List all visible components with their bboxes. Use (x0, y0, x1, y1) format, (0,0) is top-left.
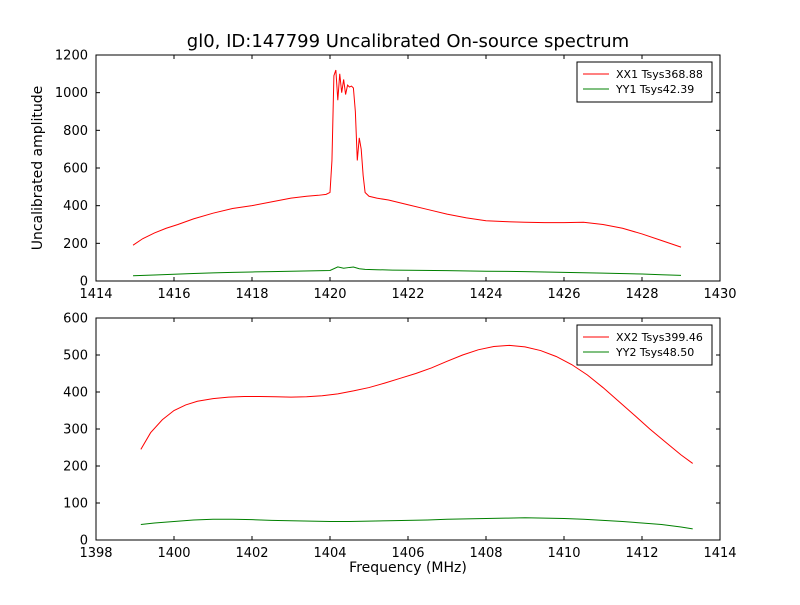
legend-entry-label: XX2 Tsys399.46 (616, 331, 703, 344)
y-axis-label: Uncalibrated amplitude (30, 86, 46, 251)
y-tick-label: 400 (63, 386, 88, 401)
x-tick-label: 1422 (391, 287, 424, 302)
y-tick-label: 500 (63, 349, 88, 364)
y-tick-label: 1000 (55, 86, 88, 101)
series-group (140, 344, 693, 530)
chart-title: gl0, ID:147799 Uncalibrated On-source sp… (187, 31, 629, 52)
x-tick-label: 1424 (469, 287, 502, 302)
legend-box (576, 324, 713, 366)
subplot-1: 1414 1416 1418 1420 1422 1424 1426 1428 1430 0 200… (55, 49, 737, 303)
x-tick-label: 1420 (313, 287, 346, 302)
x-tick-label: 1414 (703, 546, 736, 561)
legend-entry-label: YY1 Tsys42.39 (615, 83, 694, 96)
subplot-2: 1398 1400 1402 1404 1406 1408 1410 1412 1414 0 100… (63, 312, 736, 562)
y-tick-label: 0 (80, 275, 88, 290)
series-line-xx1 (132, 69, 682, 248)
x-tick-label: 1404 (313, 546, 346, 561)
series-group (132, 69, 682, 277)
series-line-yy2 (140, 517, 693, 530)
x-tick-label: 1416 (157, 287, 190, 302)
x-tick-label: 1406 (391, 546, 424, 561)
x-tick-label: 1414 (79, 287, 112, 302)
series-line-yy1 (133, 266, 682, 277)
tick-marks (95, 317, 721, 541)
legend-box (576, 61, 713, 103)
tick-labels: 1414 1416 1418 1420 1422 1424 1426 1428 1430 0 200… (55, 49, 737, 303)
y-tick-label: 300 (63, 423, 88, 438)
x-tick-label: 1426 (547, 287, 580, 302)
x-axis-label: Frequency (MHz) (349, 560, 467, 576)
legend: XX1 Tsys368.88 YY1 Tsys42.39 (576, 61, 713, 103)
x-tick-label: 1410 (547, 546, 580, 561)
legend-entry-label: YY2 Tsys48.50 (615, 346, 694, 359)
legend: XX2 Tsys399.46 YY2 Tsys48.50 (576, 324, 713, 366)
y-tick-label: 0 (80, 534, 88, 549)
series-line-xx2 (140, 344, 693, 464)
y-tick-label: 1200 (55, 49, 88, 64)
y-tick-label: 400 (63, 199, 88, 214)
static-labels: gl0, ID:147799 Uncalibrated On-source sp… (30, 31, 629, 576)
y-tick-label: 600 (63, 162, 88, 177)
x-tick-label: 1402 (235, 546, 268, 561)
x-tick-label: 1418 (235, 287, 268, 302)
x-tick-label: 1430 (703, 287, 736, 302)
legend-entry-label: XX1 Tsys368.88 (616, 68, 703, 81)
x-tick-label: 1400 (157, 546, 190, 561)
x-tick-label: 1412 (625, 546, 658, 561)
tick-labels: 1398 1400 1402 1404 1406 1408 1410 1412 1414 0 100… (63, 312, 736, 562)
y-tick-label: 200 (63, 460, 88, 475)
x-tick-label: 1428 (625, 287, 658, 302)
y-tick-label: 800 (63, 124, 88, 139)
x-tick-label: 1408 (469, 546, 502, 561)
y-tick-label: 100 (63, 497, 88, 512)
tick-marks (95, 54, 721, 282)
plots-root: 1414 1416 1418 1420 1422 1424 1426 1428 1430 0 200… (55, 49, 737, 562)
x-tick-label: 1398 (79, 546, 112, 561)
y-tick-label: 600 (63, 312, 88, 327)
y-tick-label: 200 (63, 237, 88, 252)
